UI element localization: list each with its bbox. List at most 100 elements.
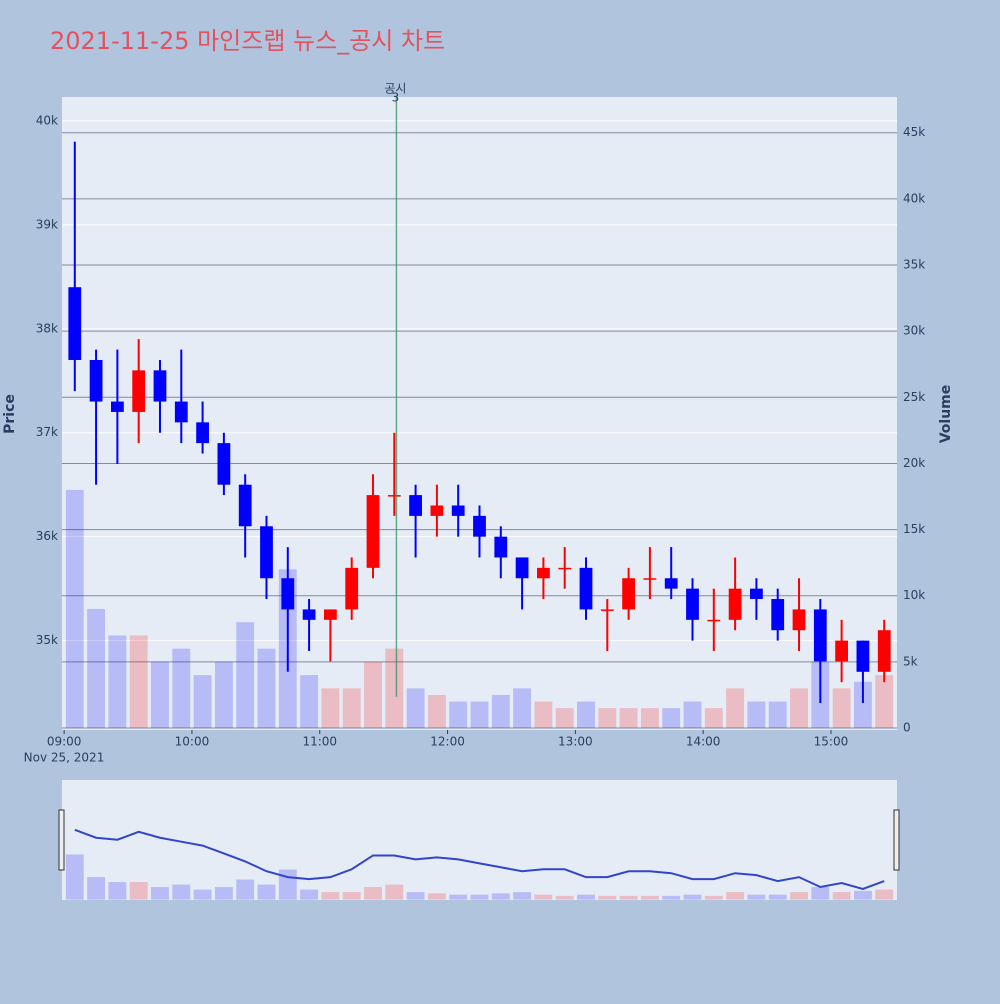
y-axis-title: Price: [2, 394, 18, 434]
candle-body: [792, 609, 806, 631]
y2-tick-label: 20k: [903, 456, 925, 470]
mini-volume-bar: [555, 895, 574, 900]
x-tick-label: 11:00: [302, 735, 337, 749]
mini-volume-bar: [108, 882, 127, 900]
mini-volume-bar: [875, 889, 894, 900]
volume-bar: [704, 708, 723, 729]
volume-bar: [534, 701, 553, 729]
mini-volume-bar: [577, 894, 595, 900]
candle-body: [600, 609, 614, 611]
volume-bar: [364, 661, 382, 729]
candle-body: [579, 567, 593, 610]
candle-body: [238, 484, 252, 527]
volume-bar: [747, 701, 766, 729]
candle-body: [622, 578, 635, 610]
volume-bar: [129, 635, 148, 729]
volume-bar: [555, 708, 574, 729]
candle-body: [558, 567, 572, 570]
mini-volume-bar: [811, 887, 830, 900]
candle-body: [537, 567, 550, 579]
mini-volume-bar: [513, 892, 532, 900]
y-tick-label: 37k: [36, 425, 58, 439]
mini-volume-bar: [257, 884, 276, 900]
y-tick-label: 40k: [36, 113, 58, 127]
mini-volume-bar: [193, 889, 212, 900]
candle-body: [196, 422, 209, 444]
volume-bar: [300, 675, 319, 729]
mini-volume-bar: [683, 894, 702, 900]
volume-bar: [214, 661, 233, 729]
candle-body: [281, 578, 295, 610]
mini-volume-bar: [491, 893, 510, 900]
candle-body: [515, 557, 529, 579]
mini-volume-bar: [129, 882, 148, 900]
candle-body: [813, 609, 827, 662]
candle-body: [302, 609, 316, 620]
volume-bar: [385, 648, 404, 729]
x-tick-label: 13:00: [558, 735, 593, 749]
candle-body: [494, 536, 508, 558]
y2-tick-label: 25k: [903, 390, 925, 404]
y2-tick-label: 30k: [903, 324, 925, 338]
volume-bar: [427, 694, 446, 729]
range-handle[interactable]: [893, 809, 900, 871]
x-tick-label: 10:00: [175, 735, 210, 749]
mini-volume-bar: [747, 894, 766, 900]
mini-volume-bar: [449, 894, 468, 900]
candle-body: [686, 588, 699, 620]
candle-body: [409, 495, 422, 516]
mini-volume-bar: [87, 877, 106, 900]
volume-bar: [65, 489, 84, 729]
volume-bar: [577, 701, 595, 729]
candle-body: [89, 359, 103, 402]
candle-body: [68, 287, 82, 360]
candle-body: [110, 401, 124, 412]
x-tick-label: 09:00: [47, 735, 82, 749]
mini-volume-bar: [385, 884, 404, 900]
y2-tick-label: 10k: [903, 588, 925, 602]
volume-bar: [257, 648, 276, 729]
mini-volume-bar: [427, 893, 446, 900]
y2-axis-title: Volume: [938, 385, 954, 444]
candle-body: [387, 495, 401, 497]
mini-volume-bar: [65, 854, 84, 900]
y-tick-label: 36k: [36, 529, 58, 543]
volume-bar: [193, 675, 212, 729]
volume-bar: [598, 708, 617, 729]
volume-bar: [342, 688, 361, 729]
candle-body: [324, 609, 337, 620]
mini-volume-bar: [321, 892, 340, 900]
volume-bar: [619, 708, 638, 729]
mini-price-line: [74, 828, 885, 891]
candle-body: [132, 370, 146, 412]
volume-bar: [768, 701, 787, 729]
volume-bar: [513, 688, 532, 729]
x-tick-label: 15:00: [814, 735, 849, 749]
candle-body: [877, 630, 891, 672]
volume-bar: [683, 701, 702, 729]
candle-body: [771, 599, 785, 631]
range-slider[interactable]: [62, 780, 897, 900]
y-tick-label: 39k: [36, 217, 58, 231]
candle-body: [451, 505, 465, 516]
volume-bar: [875, 675, 894, 729]
mini-volume-bar: [619, 895, 638, 900]
range-handle[interactable]: [58, 809, 65, 871]
candle-body: [643, 578, 657, 580]
y2-tick-label: 15k: [903, 522, 925, 536]
mini-volume-bar: [662, 895, 681, 900]
volume-bar: [406, 688, 425, 729]
mini-volume-bar: [768, 894, 787, 900]
mini-volume-bar: [151, 887, 169, 900]
y2-tick-label: 45k: [903, 125, 925, 139]
volume-bar: [491, 694, 510, 729]
volume-bar: [726, 688, 745, 729]
x-date-label: Nov 25, 2021: [24, 751, 105, 765]
candle-body: [260, 526, 273, 579]
mini-volume-bar: [640, 895, 659, 900]
annotation-text: 3: [392, 91, 400, 105]
volume-bar: [832, 688, 851, 729]
candle-body: [707, 619, 721, 622]
volume-bar: [108, 635, 127, 729]
mini-volume-bar: [832, 892, 851, 900]
